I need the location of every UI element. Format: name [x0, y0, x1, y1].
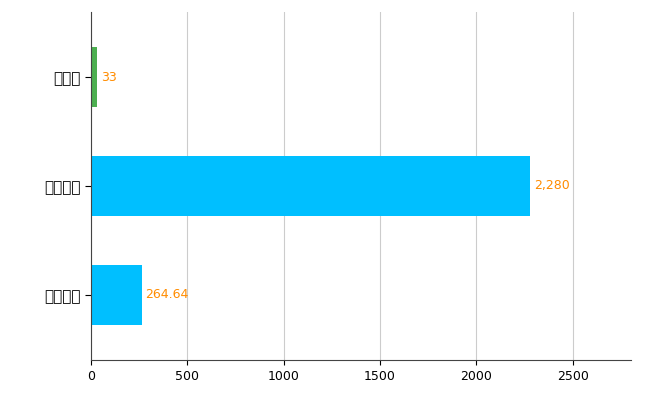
- Bar: [91, 265, 142, 325]
- Text: 33: 33: [101, 71, 116, 84]
- Bar: [91, 156, 530, 216]
- Text: 264.64: 264.64: [146, 288, 189, 301]
- Bar: [91, 47, 98, 107]
- Text: 2,280: 2,280: [534, 180, 569, 192]
